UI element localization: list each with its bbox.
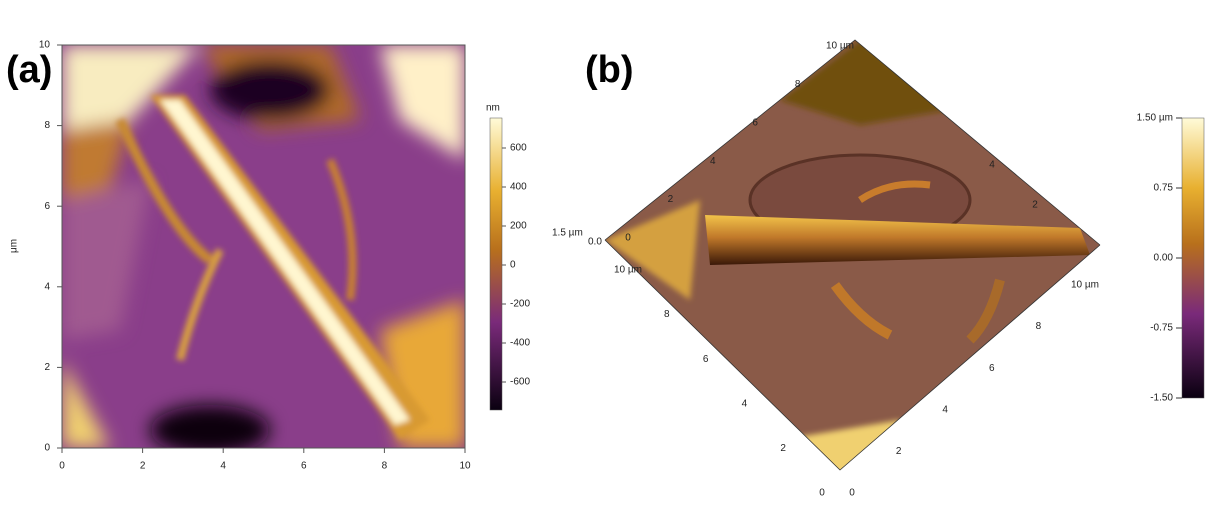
colorbar-unit: nm (486, 103, 500, 114)
axis-label: 6 (703, 354, 709, 365)
x-tick-label: 0 (59, 461, 65, 472)
axis-label: 4 (742, 398, 748, 409)
axis-label: 10 µm (614, 265, 642, 276)
axis-label: 2 (668, 194, 674, 205)
y-tick-label: 8 (44, 120, 50, 131)
x-tick-label: 8 (382, 461, 388, 472)
colorbar-label: -400 (510, 338, 530, 349)
colorbar-a (490, 118, 502, 410)
z-axis-label: 1.5 µm (552, 228, 583, 239)
colorbar-label: -200 (510, 299, 530, 310)
z-axis-zero: 0.0 (588, 237, 602, 248)
x-tick-label: 6 (301, 461, 307, 472)
afm-image-a (62, 45, 465, 455)
axis-label: 8 (1036, 321, 1042, 332)
colorbar-label: 600 (510, 143, 527, 154)
x-tick-label: 2 (140, 461, 146, 472)
panel-label: (a) (6, 49, 52, 91)
axis-label: 4 (989, 160, 995, 171)
colorbar-label: 0 (510, 260, 516, 271)
y-tick-label: 4 (44, 281, 50, 292)
y-axis-label: μm (9, 239, 20, 253)
axis-label: 0 (849, 488, 855, 499)
axis-label: 4 (710, 156, 716, 167)
panel-label: (b) (585, 49, 634, 91)
x-tick-label: 4 (220, 461, 226, 472)
colorbar-label: 200 (510, 221, 527, 232)
axis-label: 0 (625, 233, 631, 244)
x-tick-label: 10 (459, 461, 471, 472)
y-tick-label: 0 (44, 443, 50, 454)
axis-label: 6 (989, 363, 995, 374)
axis-label: 8 (664, 309, 670, 320)
colorbar-label: 400 (510, 182, 527, 193)
colorbar-label: -1.50 (1150, 393, 1173, 404)
y-tick-label: 10 (39, 40, 51, 51)
axis-label: 6 (752, 117, 758, 128)
figure: (a) μm nm (b) 1.5 µm 0.0 0 2 4 6 8 10 0 2 4 6 8 10 6… (0, 0, 1205, 500)
afm-image-b (605, 40, 1100, 480)
colorbar-label: 0.00 (1154, 253, 1174, 264)
axis-label: 2 (896, 446, 902, 457)
colorbar-label: 1.50 µm (1137, 113, 1173, 124)
axis-label: 8 (795, 79, 801, 90)
axis-label: 2 (1032, 200, 1038, 211)
colorbar-label: 0.75 (1154, 183, 1174, 194)
colorbar-label: -0.75 (1150, 323, 1173, 334)
colorbar-label: -600 (510, 377, 530, 388)
axis-label: 2 (780, 443, 786, 454)
y-tick-label: 2 (44, 362, 50, 373)
axis-label: 0 (819, 488, 825, 499)
colorbar-b (1182, 118, 1204, 398)
axis-label: 10 µm (826, 41, 854, 52)
axis-label: 10 µm (1071, 280, 1099, 291)
y-tick-label: 6 (44, 201, 50, 212)
axis-label: 4 (942, 404, 948, 415)
